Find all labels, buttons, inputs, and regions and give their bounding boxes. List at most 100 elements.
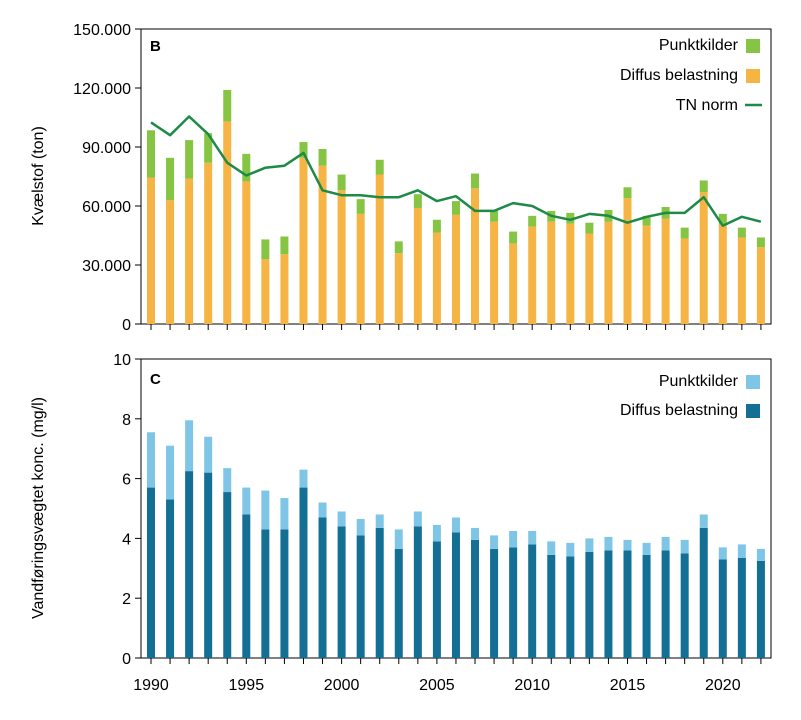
panel-c-x-axis: 1990 1995 2000 2005 2010 2015 2020 <box>133 658 762 694</box>
x-tick-label: 1990 <box>133 677 169 694</box>
bar-segment <box>718 547 727 560</box>
bar-segment <box>737 227 746 238</box>
bar-segment <box>432 524 441 542</box>
bar-segment <box>204 133 213 163</box>
bar-segment <box>490 548 499 658</box>
legend-b-tn-norm-label: TN norm <box>676 97 738 114</box>
bar-segment <box>432 219 441 233</box>
bar-segment <box>585 551 594 658</box>
bar-segment <box>718 224 727 324</box>
bar-segment <box>242 181 251 324</box>
bar-segment <box>337 511 346 527</box>
y-tick-label: 90.000 <box>82 140 131 157</box>
bar-segment <box>585 538 594 552</box>
bar-segment <box>451 517 460 533</box>
bar-segment <box>623 539 632 551</box>
bar-segment <box>413 511 422 527</box>
bar-segment <box>394 529 403 549</box>
bar-segment <box>223 492 232 658</box>
bar-segment <box>337 174 346 191</box>
panel-c: C Vandføringsvægtet konc. (mg/l) 0 2 4 6 8 10… <box>30 352 772 694</box>
bar-segment <box>185 420 194 472</box>
panel-c-legend: Punktkilder Diffus belastning <box>620 373 760 419</box>
bar-segment <box>261 259 270 324</box>
bar-segment <box>737 557 746 658</box>
bar-segment <box>566 556 575 658</box>
bar-segment <box>318 165 327 324</box>
panel-c-y-axis-label: Vandføringsvægtet konc. (mg/l) <box>30 397 47 619</box>
y-tick-label: 2 <box>122 591 131 608</box>
bar-segment <box>223 468 232 493</box>
panel-b-x-axis <box>150 324 762 330</box>
panel-b-y-axis: 0 30.000 60.000 90.000 120.000 150.000 <box>73 22 141 334</box>
panel-c-y-axis: 0 2 4 6 8 10 <box>113 352 141 668</box>
panel-c-bars <box>147 420 765 658</box>
tn-norm-line <box>150 115 762 227</box>
legend-c-punktkilder-label: Punktkilder <box>659 373 739 390</box>
bar-segment <box>280 254 289 324</box>
bar-segment <box>756 247 765 324</box>
bar-segment <box>547 221 556 324</box>
bar-segment <box>661 550 670 658</box>
legend-b-punktkilder-swatch <box>746 39 760 53</box>
bar-segment <box>204 162 213 324</box>
bar-segment <box>490 221 499 324</box>
bar-segment <box>661 218 670 324</box>
y-tick-label: 150.000 <box>73 22 131 39</box>
x-tick-label: 2015 <box>610 677 646 694</box>
bar-segment <box>566 212 575 224</box>
bar-segment <box>223 89 232 122</box>
bar-segment <box>680 553 689 658</box>
bar-segment <box>756 548 765 561</box>
bar-segment <box>356 535 365 658</box>
bar-segment <box>718 559 727 658</box>
bar-segment <box>356 518 365 536</box>
bar-segment <box>642 554 651 658</box>
bar-segment <box>509 547 518 658</box>
bar-segment <box>185 471 194 658</box>
bar-segment <box>394 548 403 658</box>
bar-segment <box>604 536 613 551</box>
bar-segment <box>471 188 480 324</box>
x-tick-label: 2005 <box>419 677 455 694</box>
bar-segment <box>680 238 689 324</box>
bar-segment <box>432 232 441 324</box>
legend-c-punktkilder-swatch <box>746 375 760 389</box>
bar-segment <box>375 514 384 528</box>
bar-segment <box>394 241 403 254</box>
bar-segment <box>166 499 175 658</box>
bar-segment <box>280 498 289 530</box>
bar-segment <box>566 542 575 557</box>
bar-segment <box>490 535 499 549</box>
panel-b-bars <box>147 89 765 324</box>
bar-segment <box>204 436 213 473</box>
bar-segment <box>528 215 537 227</box>
bar-segment <box>585 222 594 234</box>
bar-segment <box>718 213 727 225</box>
bar-segment <box>147 487 155 658</box>
legend-b-diffus-swatch <box>746 69 760 83</box>
bar-segment <box>166 200 175 324</box>
bar-segment <box>566 223 575 324</box>
bar-segment <box>680 227 689 239</box>
bar-segment <box>509 231 518 244</box>
bar-segment <box>242 487 251 515</box>
bar-segment <box>680 539 689 554</box>
bar-segment <box>699 527 708 658</box>
bar-segment <box>261 529 270 658</box>
bar-segment <box>166 157 175 201</box>
bar-segment <box>756 560 765 658</box>
y-tick-label: 6 <box>122 472 131 489</box>
bar-segment <box>699 180 708 193</box>
x-tick-label: 2010 <box>514 677 550 694</box>
bar-segment <box>471 527 480 540</box>
bar-segment <box>147 177 155 324</box>
y-tick-label: 30.000 <box>82 258 131 275</box>
bar-segment <box>528 530 537 545</box>
bar-segment <box>413 526 422 658</box>
bar-segment <box>356 199 365 214</box>
bar-segment <box>337 190 346 324</box>
bar-segment <box>471 539 480 658</box>
bar-segment <box>394 253 403 324</box>
